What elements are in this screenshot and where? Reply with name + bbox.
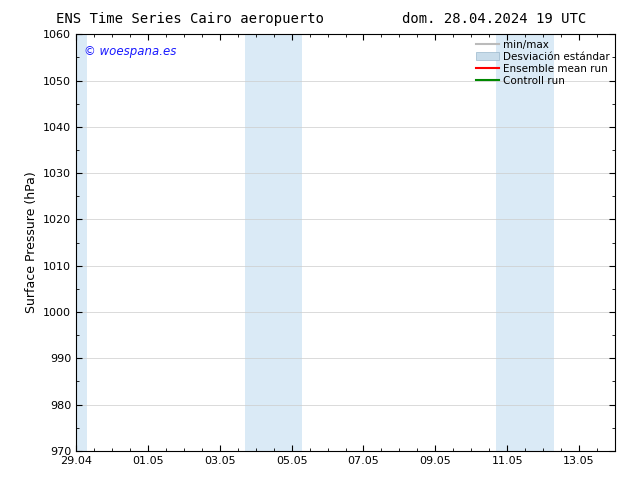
Text: dom. 28.04.2024 19 UTC: dom. 28.04.2024 19 UTC [403, 12, 586, 26]
Bar [496, 34, 554, 451]
Bar [74, 34, 87, 451]
Text: ENS Time Series Cairo aeropuerto: ENS Time Series Cairo aeropuerto [56, 12, 324, 26]
Text: © woespana.es: © woespana.es [84, 45, 176, 58]
Bar [245, 34, 302, 451]
Legend: min/max, Desviación estándar, Ensemble mean run, Controll run: min/max, Desviación estándar, Ensemble m… [474, 37, 612, 88]
Y-axis label: Surface Pressure (hPa): Surface Pressure (hPa) [25, 172, 37, 314]
